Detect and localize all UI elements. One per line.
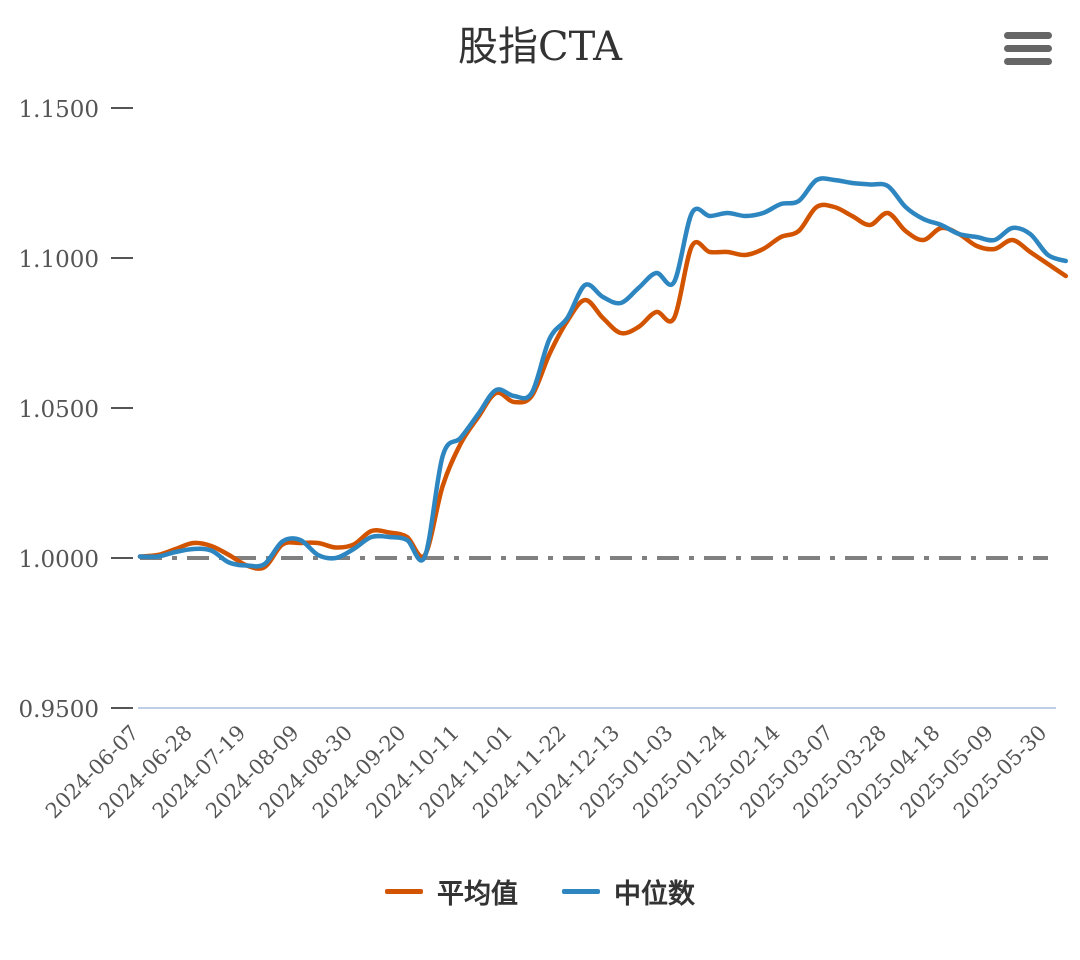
y-axis: 1.1500 1.1000 1.0500 1.0000 0.9500 [19, 97, 133, 723]
y-tick-label: 0.9500 [19, 697, 99, 723]
chart-title: 股指CTA [458, 24, 622, 70]
legend-label: 中位数 [614, 879, 695, 910]
menu-icon-bar [1004, 32, 1052, 39]
legend-label: 平均值 [437, 879, 518, 910]
menu-icon[interactable] [1004, 32, 1052, 72]
legend-item-mean[interactable]: 平均值 [385, 872, 518, 911]
y-tick-label: 1.1000 [19, 247, 99, 273]
menu-icon-bar [1004, 58, 1052, 65]
x-tick-label: 2025-05-30 [949, 721, 1052, 824]
chart-plot: 1.1500 1.1000 1.0500 1.0000 0.9500 2024-06-0… [19, 97, 1069, 824]
series-layer [137, 176, 1069, 571]
y-tick-label: 1.1500 [19, 97, 99, 123]
x-axis: 2024-06-072024-06-282024-07-192024-08-09… [41, 721, 1052, 824]
legend: 平均值 中位数 [0, 872, 1080, 911]
series-line-0 [137, 202, 1069, 571]
legend-swatch [562, 889, 600, 894]
legend-item-median[interactable]: 中位数 [562, 872, 695, 911]
y-tick-label: 1.0500 [19, 397, 99, 423]
y-tick-label: 1.0000 [19, 547, 99, 573]
menu-icon-bar [1004, 45, 1052, 52]
legend-swatch [385, 889, 423, 894]
series-line-1 [137, 176, 1069, 569]
